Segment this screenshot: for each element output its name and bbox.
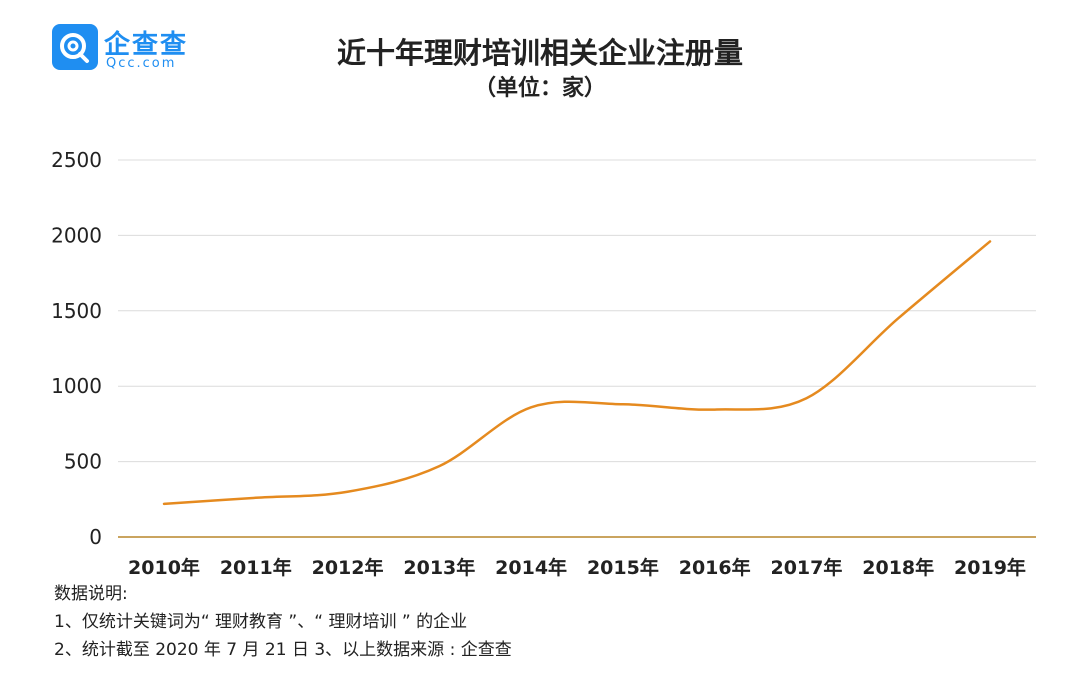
y-tick-label: 500 <box>64 450 102 474</box>
x-tick-label: 2014年 <box>495 556 567 579</box>
y-tick-label: 1500 <box>51 299 102 323</box>
notes-line-2: 2、统计截至 2020 年 7 月 21 日 3、以上数据来源 : 企查查 <box>54 640 512 660</box>
x-tick-label: 2017年 <box>770 556 842 579</box>
x-tick-label: 2019年 <box>954 556 1026 579</box>
brand-logo: 企查查 Qcc.com <box>52 24 192 74</box>
x-tick-label: 2012年 <box>312 556 384 579</box>
x-tick-label: 2011年 <box>220 556 292 579</box>
y-tick-label: 1000 <box>51 374 102 398</box>
logo-subtext: Qcc.com <box>106 56 177 71</box>
logo-name: 企查查 <box>104 30 189 60</box>
chart-title: 近十年理财培训相关企业注册量 <box>336 36 743 70</box>
y-tick-label: 0 <box>89 525 102 549</box>
y-tick-label: 2000 <box>51 223 102 247</box>
x-tick-label: 2010年 <box>128 556 200 579</box>
chart-subtitle: （单位：家） <box>473 76 606 101</box>
x-tick-label: 2018年 <box>862 556 934 579</box>
notes-heading: 数据说明: <box>54 584 128 604</box>
notes-line-1: 1、仅统计关键词为“ 理财教育 ”、“ 理财培训 ” 的企业 <box>54 612 468 632</box>
qcc-logo-icon <box>52 24 98 70</box>
y-tick-label: 2500 <box>51 148 102 172</box>
data-notes: 数据说明: 1、仅统计关键词为“ 理财教育 ”、“ 理财培训 ” 的企业 2、统… <box>54 580 512 664</box>
series-line <box>162 240 992 506</box>
x-tick-label: 2015年 <box>587 556 659 579</box>
x-tick-label: 2013年 <box>403 556 475 579</box>
x-tick-label: 2016年 <box>679 556 751 579</box>
